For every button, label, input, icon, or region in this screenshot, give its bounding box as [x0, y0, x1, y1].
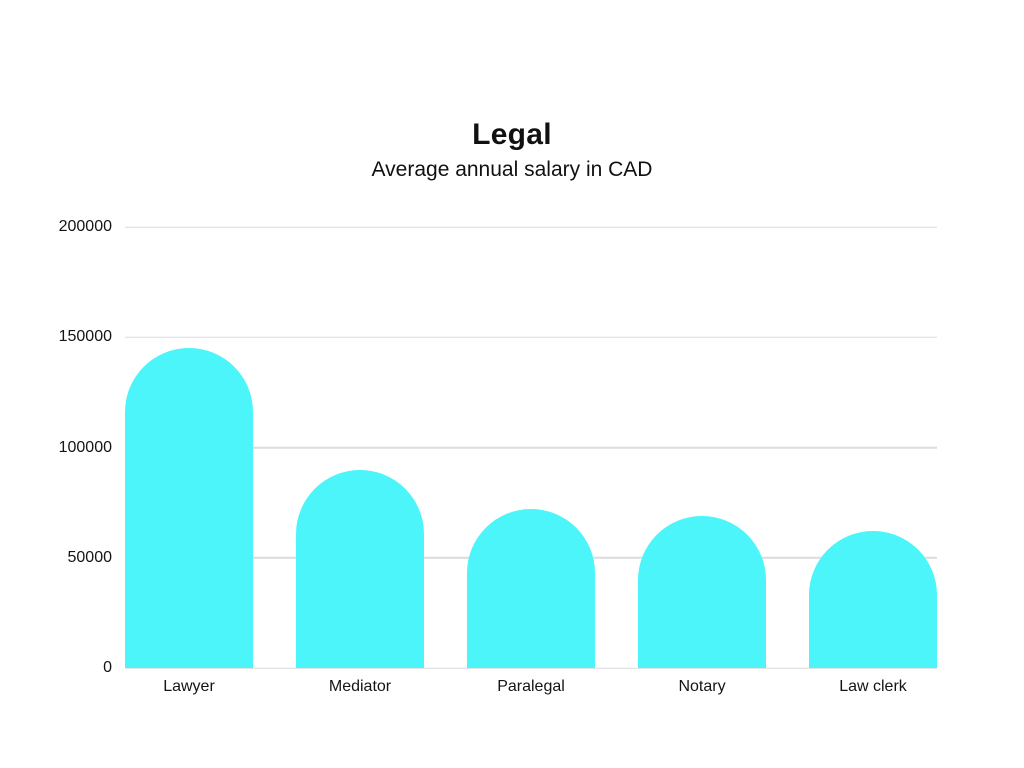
bar-notary [638, 515, 766, 668]
bar-lawyer [125, 348, 253, 668]
chart-header: Legal Average annual salary in CAD [0, 118, 1024, 182]
bar-mediator [296, 469, 424, 668]
plot-area: 0 50000 100000 150000 200000 Lawyer Mediator P… [59, 218, 937, 695]
y-tick-label-100000: 100000 [58, 438, 112, 456]
gridline-y-200000 [125, 226, 937, 228]
chart-subtitle: Average annual salary in CAD [371, 158, 653, 181]
y-tick-label-200000: 200000 [58, 218, 112, 235]
bar-paralegal [467, 509, 595, 668]
y-tick-label-50000: 50000 [67, 548, 113, 566]
x-label-lawyer: Lawyer [163, 678, 215, 695]
x-label-notary: Notary [678, 678, 726, 695]
bars-row [125, 227, 937, 668]
y-tick-label-0: 0 [103, 659, 112, 676]
x-label-mediator: Mediator [328, 678, 392, 695]
y-tick-label-150000: 150000 [58, 328, 112, 346]
gridline-y-100000 [125, 446, 937, 449]
gridline-y-0 [125, 667, 937, 669]
bar-law-clerk [809, 531, 937, 668]
x-label-law-clerk: Law clerk [839, 678, 907, 695]
x-label-paralegal: Paralegal [497, 678, 565, 695]
x-axis-labels: Lawyer Mediator Paralegal Notary Law clerk [125, 678, 937, 696]
chart-title: Legal [472, 118, 552, 151]
gridline-y-150000 [125, 336, 937, 338]
